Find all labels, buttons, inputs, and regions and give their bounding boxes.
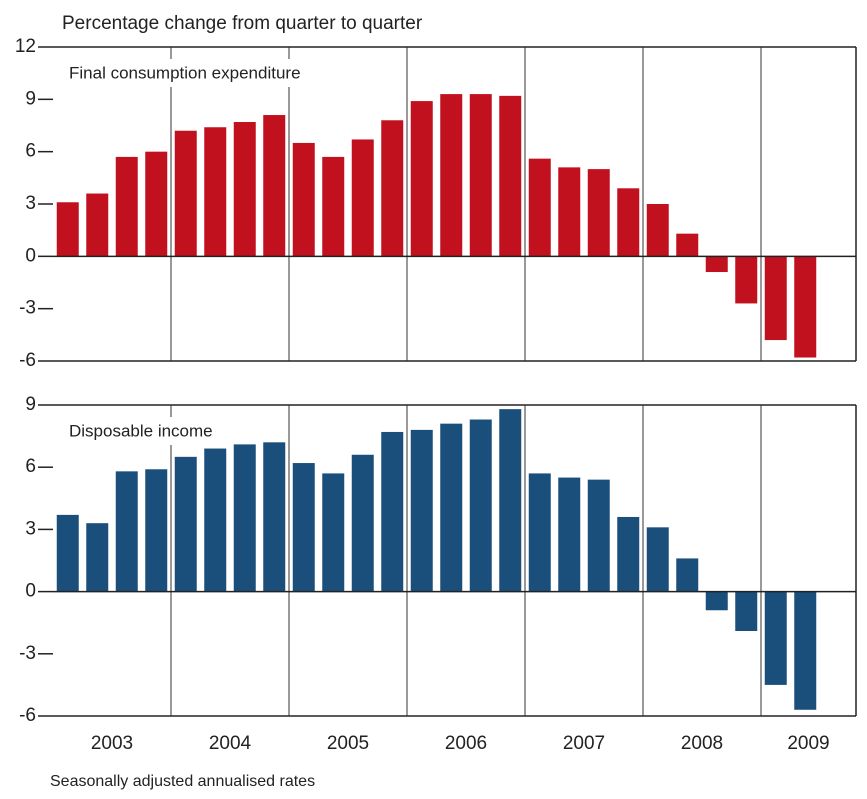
bar	[469, 94, 492, 257]
bar	[115, 471, 138, 592]
bar	[56, 202, 79, 257]
bar	[292, 142, 315, 257]
bar	[676, 233, 699, 257]
y-tick-label: -3	[19, 643, 36, 664]
y-tick-label: 6	[25, 141, 36, 162]
bar	[351, 139, 374, 257]
y-tick-label: 9	[25, 88, 36, 109]
bar	[115, 156, 138, 257]
panel-label: Final consumption expenditure	[69, 63, 301, 82]
bar	[499, 409, 522, 592]
bar	[381, 120, 404, 257]
x-tick-label: 2006	[445, 733, 487, 754]
panel-label: Disposable income	[69, 421, 213, 440]
label-bg	[63, 417, 219, 445]
note: Seasonally adjusted annualised rates	[50, 773, 315, 790]
bar	[558, 477, 581, 592]
bar	[646, 527, 669, 592]
y-tick-label: -3	[19, 298, 36, 319]
bar	[263, 442, 286, 592]
bar	[764, 256, 787, 341]
bar	[145, 469, 168, 592]
x-tick-label: 2008	[681, 733, 723, 754]
x-tick-label: 2005	[327, 733, 369, 754]
bar	[676, 558, 699, 592]
bar	[322, 156, 345, 257]
bar	[735, 591, 758, 631]
bar	[617, 516, 640, 592]
y-tick-label: 12	[15, 36, 36, 57]
bar	[204, 127, 227, 257]
chart-title: Percentage change from quarter to quarte…	[62, 13, 423, 34]
bar	[174, 456, 197, 592]
bar	[617, 188, 640, 257]
bar	[764, 591, 787, 685]
y-tick-label: -6	[19, 705, 36, 726]
bar	[204, 448, 227, 592]
y-tick-label: 9	[25, 394, 36, 415]
x-tick-label: 2007	[563, 733, 605, 754]
bar	[86, 193, 109, 257]
bar	[440, 423, 463, 592]
bar	[145, 151, 168, 257]
bar	[558, 167, 581, 257]
bar	[705, 256, 728, 273]
x-tick-label: 2003	[91, 733, 133, 754]
bar	[233, 444, 256, 592]
bar	[794, 256, 817, 358]
bar	[587, 479, 610, 592]
y-tick-label: 3	[25, 193, 36, 214]
y-tick-label: -6	[19, 350, 36, 371]
y-tick-label: 3	[25, 518, 36, 539]
bar	[86, 523, 109, 592]
bar	[174, 130, 197, 257]
bar	[794, 591, 817, 710]
y-tick-label: 6	[25, 456, 36, 477]
bar	[528, 158, 551, 257]
bar	[735, 256, 758, 304]
bar	[381, 431, 404, 592]
bar	[646, 204, 669, 257]
bar	[263, 115, 286, 257]
bar	[410, 101, 433, 257]
y-tick-label: 0	[25, 245, 36, 266]
bar	[351, 454, 374, 592]
x-tick-label: 2009	[787, 733, 829, 754]
bar	[322, 473, 345, 592]
x-tick-label: 2004	[209, 733, 252, 754]
bar	[705, 591, 728, 611]
bar	[440, 94, 463, 257]
bar	[410, 429, 433, 592]
bar	[469, 419, 492, 592]
bar	[587, 169, 610, 257]
y-tick-label: 0	[25, 581, 36, 602]
bar	[233, 122, 256, 257]
bar	[56, 514, 79, 592]
bar	[499, 95, 522, 257]
bar	[528, 473, 551, 592]
label-bg	[63, 59, 307, 87]
bar	[292, 463, 315, 592]
